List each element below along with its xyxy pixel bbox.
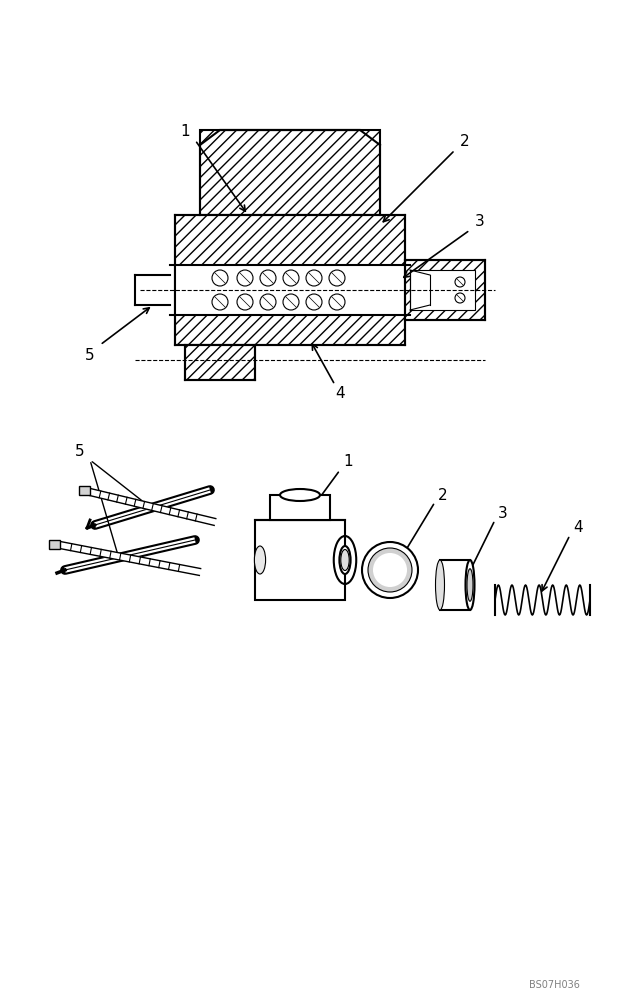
Text: 2: 2	[460, 134, 470, 149]
Bar	[440, 560, 470, 610]
Bar	[175, 266, 405, 314]
Text: 1: 1	[343, 454, 353, 470]
Ellipse shape	[339, 546, 351, 574]
Bar	[175, 215, 405, 345]
Ellipse shape	[341, 550, 349, 570]
Circle shape	[373, 553, 407, 587]
Ellipse shape	[467, 569, 473, 601]
Text: BS07H036: BS07H036	[529, 980, 580, 990]
Text: 5: 5	[85, 348, 95, 362]
Ellipse shape	[465, 560, 474, 610]
Text: 3: 3	[498, 506, 508, 520]
Bar	[405, 260, 485, 320]
Bar	[185, 345, 255, 380]
Text: 5: 5	[75, 444, 85, 460]
Bar	[410, 270, 475, 310]
Text: 1: 1	[180, 124, 190, 139]
Bar	[255, 520, 345, 600]
Bar	[270, 495, 330, 520]
Circle shape	[368, 548, 412, 592]
Text: 3: 3	[475, 215, 485, 230]
Ellipse shape	[435, 560, 445, 610]
Circle shape	[362, 542, 418, 598]
Ellipse shape	[280, 489, 320, 501]
Bar	[200, 130, 380, 215]
Text: 4: 4	[335, 385, 345, 400]
Text: 2: 2	[438, 488, 448, 502]
Polygon shape	[49, 540, 60, 549]
Text: 4: 4	[573, 520, 583, 536]
Ellipse shape	[255, 546, 266, 574]
Polygon shape	[79, 486, 90, 495]
